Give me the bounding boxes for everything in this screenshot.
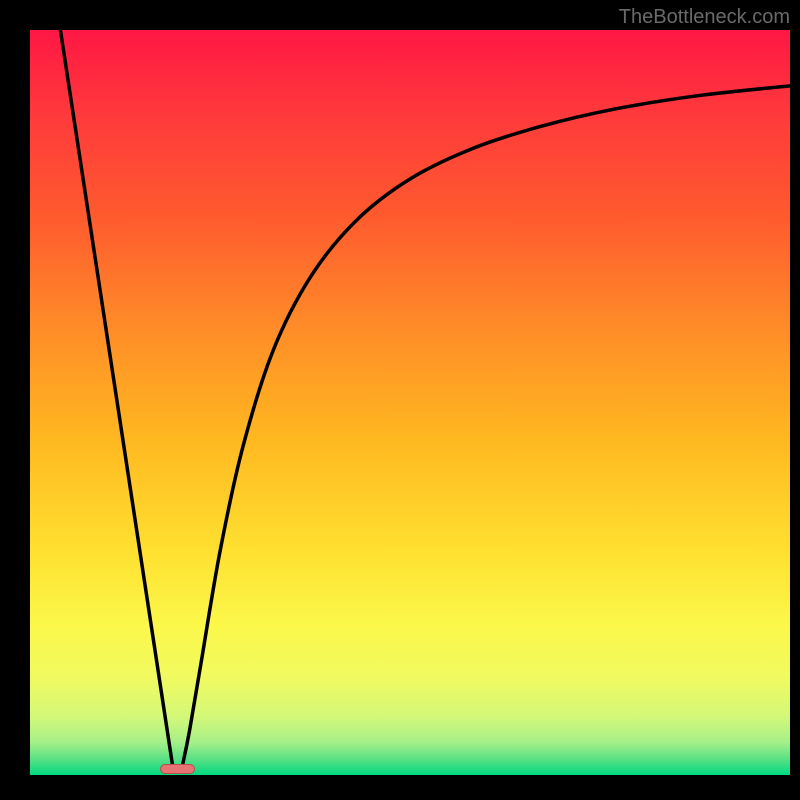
watermark-text: TheBottleneck.com — [619, 6, 790, 29]
valley-marker — [160, 764, 195, 774]
chart-background — [30, 30, 790, 775]
bottleneck-chart — [30, 30, 790, 775]
